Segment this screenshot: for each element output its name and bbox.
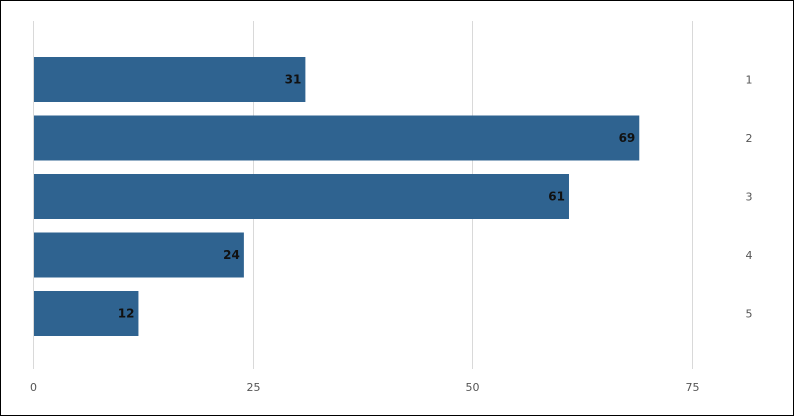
category-label-1: 1 bbox=[746, 74, 753, 87]
bar-5 bbox=[34, 291, 139, 336]
data-label-3: 61 bbox=[548, 190, 565, 204]
x-tick-label: 25 bbox=[247, 381, 261, 394]
data-label-5: 12 bbox=[118, 307, 135, 321]
category-label-5: 5 bbox=[746, 308, 753, 321]
x-tick-label: 50 bbox=[466, 381, 480, 394]
category-label-2: 2 bbox=[746, 132, 753, 145]
x-tick-label: 0 bbox=[30, 381, 37, 394]
bar-4 bbox=[34, 232, 244, 278]
label-layer: 31 69 61 24 12 bbox=[118, 73, 636, 321]
data-label-1: 31 bbox=[285, 73, 302, 87]
x-tick-label: 75 bbox=[686, 381, 700, 394]
bar-3 bbox=[34, 174, 569, 219]
data-label-4: 24 bbox=[223, 248, 240, 262]
bar-2 bbox=[34, 115, 640, 161]
category-label-3: 3 bbox=[746, 191, 753, 204]
bar-layer bbox=[34, 57, 640, 336]
y-axis: 1 2 3 4 5 bbox=[746, 74, 753, 321]
x-axis: 0 25 50 75 bbox=[30, 381, 700, 394]
bar-1 bbox=[34, 57, 306, 102]
data-label-2: 69 bbox=[619, 131, 636, 145]
category-label-4: 4 bbox=[746, 249, 753, 262]
